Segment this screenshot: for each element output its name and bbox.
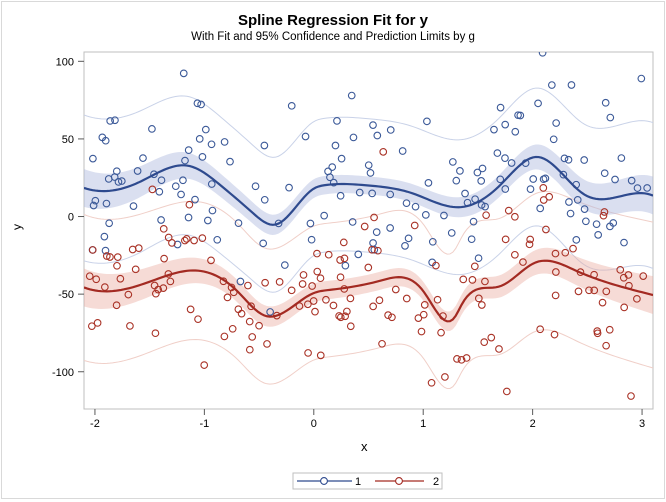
svg-text:100: 100 [56,56,74,68]
svg-text:1: 1 [355,476,361,488]
svg-text:-1: -1 [199,418,209,430]
svg-text:50: 50 [62,134,74,146]
svg-text:-2: -2 [90,418,100,430]
svg-text:1: 1 [420,418,426,430]
svg-text:0: 0 [311,418,317,430]
svg-text:2: 2 [530,418,536,430]
svg-text:0: 0 [68,212,74,224]
svg-text:-50: -50 [58,289,74,301]
svg-text:-100: -100 [52,367,74,379]
svg-text:3: 3 [639,418,645,430]
svg-text:2: 2 [433,476,439,488]
